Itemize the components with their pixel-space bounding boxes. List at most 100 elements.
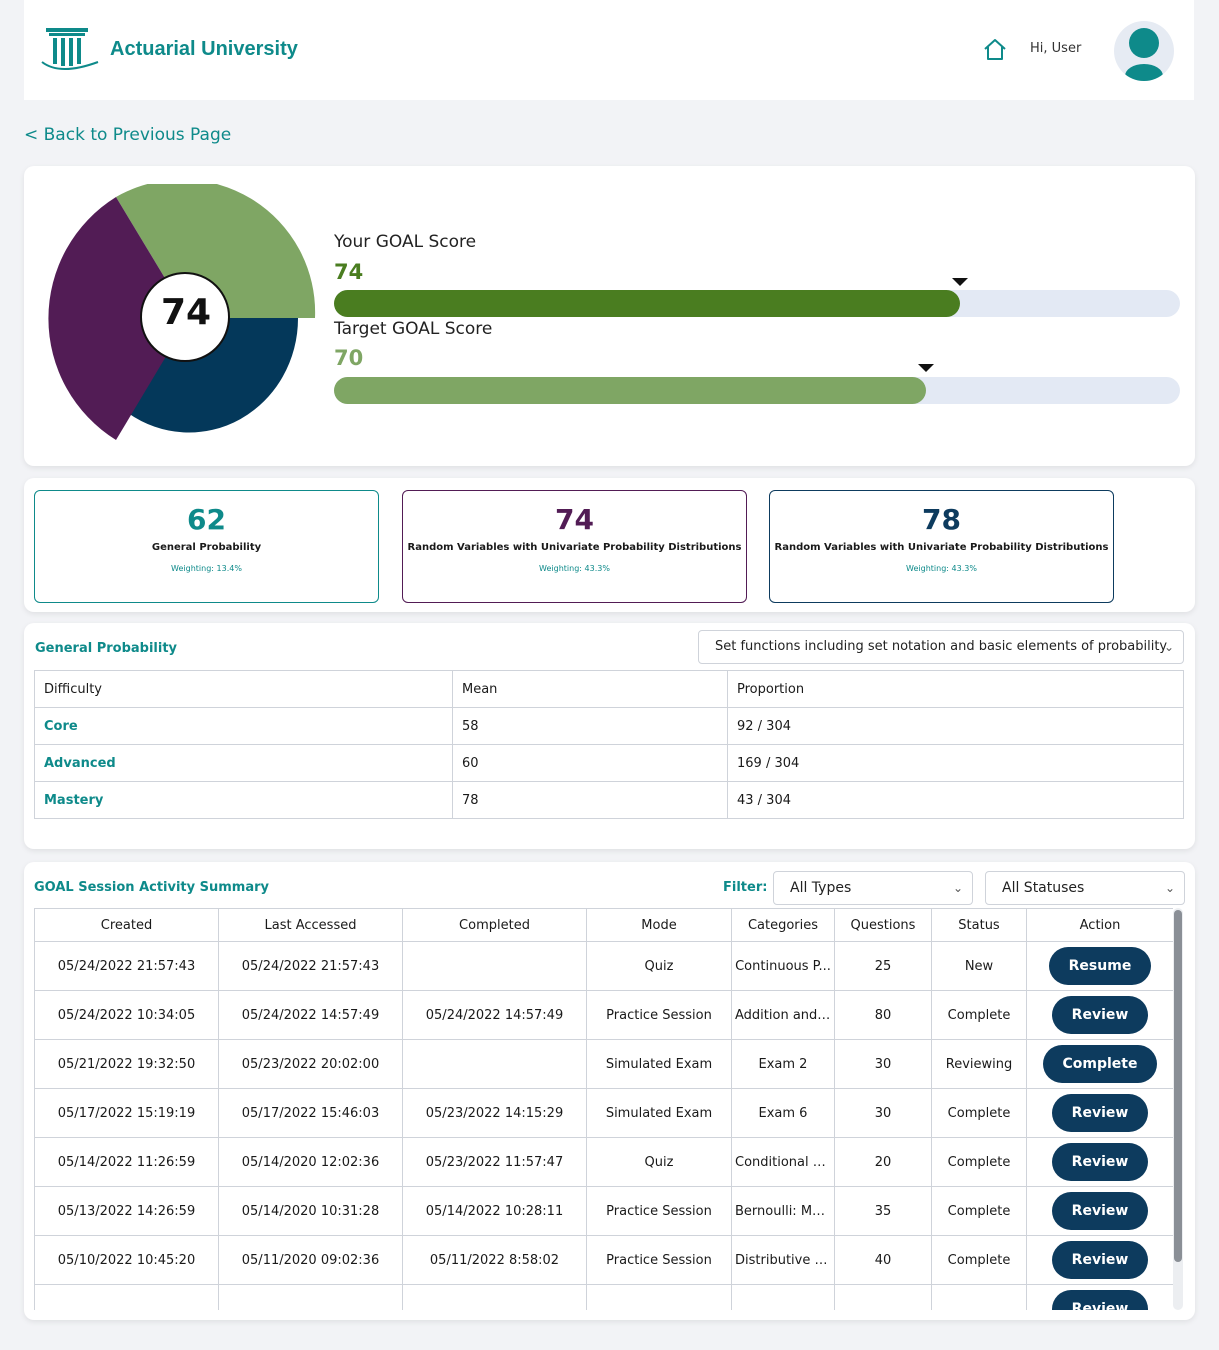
table-header-row: Difficulty Mean Proportion: [34, 670, 1184, 708]
topic-weighting: Weighting: 13.4%: [171, 564, 242, 573]
topic-name: Random Variables with Univariate Probabi…: [407, 542, 742, 553]
session-action-button[interactable]: Resume: [1048, 947, 1152, 985]
session-action-button[interactable]: Review: [1051, 996, 1149, 1034]
table-row: 05/10/2022 10:45:20 05/11/2020 09:02:36 05…: [34, 1235, 1173, 1285]
topic-weighting: Weighting: 43.3%: [539, 564, 610, 573]
filter-label: Filter:: [723, 880, 768, 895]
action-cell: Resume: [1026, 941, 1173, 991]
brand-logo[interactable]: Actuarial University: [40, 24, 298, 74]
table-row: 05/17/2022 15:19:19 05/17/2022 15:46:03 05…: [34, 1088, 1173, 1138]
session-action-button[interactable]: Review: [1051, 1290, 1149, 1310]
created-cell: 05/24/2022 10:34:05: [34, 990, 219, 1040]
session-action-button[interactable]: Review: [1051, 1094, 1149, 1132]
pie-segment-navy: [128, 318, 299, 433]
table-row: 05/24/2022 10:34:05 05/24/2022 14:57:49 05…: [34, 990, 1173, 1040]
score-pie-chart: [48, 184, 316, 440]
target-score-label: Target GOAL Score: [334, 319, 493, 339]
category-cell: Conditional D...: [731, 1137, 835, 1187]
category-cell: Bernoulli: MG...: [731, 1186, 835, 1236]
difficulty-link-core[interactable]: Core: [44, 718, 78, 734]
session-action-button[interactable]: Review: [1051, 1143, 1149, 1181]
table-row: 05/21/2022 19:32:50 05/23/2022 20:02:00 Si…: [34, 1039, 1173, 1089]
status-cell: [931, 1284, 1027, 1310]
subtopic-select[interactable]: Set functions including set notation and…: [698, 630, 1184, 664]
topic-card-random-variables[interactable]: 74 Random Variables with Univariate Prob…: [402, 490, 747, 603]
column-header: Mode: [586, 908, 732, 942]
completed-cell: 05/24/2022 14:57:49: [402, 990, 587, 1040]
questions-cell: 80: [834, 990, 932, 1040]
user-greeting: Hi, User: [1030, 41, 1082, 56]
last-accessed-cell: 05/24/2022 21:57:43: [218, 941, 403, 991]
completed-cell: 05/23/2022 11:57:47: [402, 1137, 587, 1187]
subtopic-select-value: Set functions including set notation and…: [715, 639, 1168, 654]
created-cell: 05/17/2022 15:19:19: [34, 1088, 219, 1138]
topic-score: 74: [555, 503, 594, 536]
column-header: Created: [34, 908, 219, 942]
column-header: Categories: [731, 908, 835, 942]
activity-summary-card: GOAL Session Activity Summary Filter: Al…: [24, 862, 1195, 1320]
questions-cell: 40: [834, 1235, 932, 1285]
status-cell: Complete: [931, 1088, 1027, 1138]
last-accessed-cell: 05/14/2020 10:31:28: [218, 1186, 403, 1236]
mode-cell: Quiz: [586, 941, 732, 991]
created-cell: 05/13/2022 14:26:59: [34, 1186, 219, 1236]
completed-cell: 05/11/2022 8:58:02: [402, 1235, 587, 1285]
last-accessed-cell: [218, 1284, 403, 1310]
column-logo-icon: [41, 28, 99, 70]
table-row: Mastery 78 43 / 304: [34, 781, 1184, 819]
session-action-button[interactable]: Review: [1051, 1192, 1149, 1230]
activity-scrollbar[interactable]: [1173, 908, 1183, 1310]
your-score-value: 74: [334, 260, 364, 284]
questions-cell: [834, 1284, 932, 1310]
status-filter-select[interactable]: All Statuses ⌄: [985, 871, 1185, 905]
column-header: Questions: [834, 908, 932, 942]
difficulty-link-mastery[interactable]: Mastery: [44, 792, 104, 808]
proportion-cell: 92 / 304: [727, 707, 1184, 745]
last-accessed-cell: 05/14/2020 12:02:36: [218, 1137, 403, 1187]
mode-cell: Simulated Exam: [586, 1088, 732, 1138]
status-cell: Complete: [931, 1137, 1027, 1187]
status-cell: Complete: [931, 990, 1027, 1040]
scrollbar-thumb[interactable]: [1174, 910, 1182, 1262]
column-header: Status: [931, 908, 1027, 942]
mode-cell: Practice Session: [586, 990, 732, 1040]
topic-name: Random Variables with Univariate Probabi…: [774, 542, 1109, 553]
mode-cell: Simulated Exam: [586, 1039, 732, 1089]
target-score-marker: [918, 364, 935, 372]
last-accessed-cell: 05/11/2020 09:02:36: [218, 1235, 403, 1285]
last-accessed-cell: 05/23/2022 20:02:00: [218, 1039, 403, 1089]
brand-name: Actuarial University: [110, 37, 298, 60]
top-header: Actuarial University Hi, User: [24, 0, 1194, 100]
activity-table: Created Last Accessed Completed Mode Cat…: [34, 908, 1173, 1310]
status-cell: Complete: [931, 1186, 1027, 1236]
chevron-down-icon: ⌄: [952, 881, 963, 895]
action-cell: Review: [1026, 1137, 1173, 1187]
category-cell: Exam 6: [731, 1088, 835, 1138]
topic-card-general-probability[interactable]: 62 General Probability Weighting: 13.4%: [34, 490, 379, 603]
column-header: Mean: [452, 670, 728, 708]
topic-summary-card: 62 General Probability Weighting: 13.4% …: [24, 478, 1195, 612]
user-avatar-icon[interactable]: [1114, 21, 1174, 81]
session-action-button[interactable]: Complete: [1042, 1045, 1158, 1083]
topic-score: 62: [187, 503, 226, 536]
questions-cell: 20: [834, 1137, 932, 1187]
home-icon[interactable]: [982, 37, 1008, 63]
score-center-value: 74: [160, 292, 212, 333]
difficulty-link-advanced[interactable]: Advanced: [44, 755, 116, 771]
table-row: 05/24/2022 21:57:43 05/24/2022 21:57:43 Qu…: [34, 941, 1173, 991]
target-score-value: 70: [334, 346, 364, 370]
topic-weighting: Weighting: 43.3%: [906, 564, 977, 573]
proportion-cell: 169 / 304: [727, 744, 1184, 782]
type-filter-select[interactable]: All Types ⌄: [773, 871, 973, 905]
your-score-marker: [952, 278, 969, 286]
topic-card-random-variables-2[interactable]: 78 Random Variables with Univariate Prob…: [769, 490, 1114, 603]
questions-cell: 25: [834, 941, 932, 991]
your-score-bar: [334, 290, 1180, 317]
table-row: Advanced 60 169 / 304: [34, 744, 1184, 782]
created-cell: 05/21/2022 19:32:50: [34, 1039, 219, 1089]
last-accessed-cell: 05/17/2022 15:46:03: [218, 1088, 403, 1138]
last-accessed-cell: 05/24/2022 14:57:49: [218, 990, 403, 1040]
back-to-previous-link[interactable]: < Back to Previous Page: [24, 125, 232, 145]
session-action-button[interactable]: Review: [1051, 1241, 1149, 1279]
target-score-bar-fill: [334, 377, 927, 404]
